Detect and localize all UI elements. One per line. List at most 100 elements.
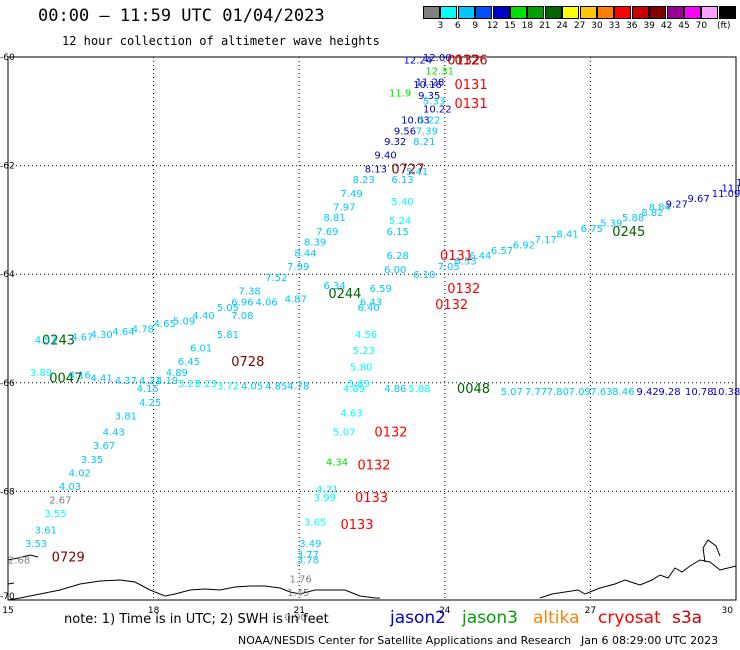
wave-height-value: 7.69 bbox=[316, 227, 338, 238]
wave-height-value: 6.00 bbox=[384, 265, 406, 276]
mission-legend-cryosat: cryosat bbox=[598, 608, 661, 628]
color-scale-swatch bbox=[631, 6, 649, 19]
track-time-labels: 0126013201310131072701310132013202440245… bbox=[42, 54, 645, 566]
wave-height-value: 4.87 bbox=[285, 295, 307, 306]
color-scale-swatch bbox=[701, 6, 719, 19]
track-time-label: 0728 bbox=[231, 355, 264, 370]
lon-tick-label: 27 bbox=[585, 606, 596, 616]
wave-height-value: 4.03 bbox=[59, 482, 81, 493]
wave-height-value: 9.35 bbox=[418, 91, 440, 102]
track-time-label: 0727 bbox=[391, 162, 424, 177]
wave-height-value: 8.84 bbox=[649, 202, 671, 213]
wave-height-value: 4.05 bbox=[241, 382, 263, 393]
wave-height-value: 9.56 bbox=[394, 126, 416, 137]
color-scale-swatch bbox=[527, 6, 545, 19]
wave-height-value: 4.41 bbox=[91, 373, 113, 384]
wave-height-value: 4.30 bbox=[91, 330, 113, 341]
color-scale-swatch bbox=[544, 6, 562, 19]
color-scale-label: 6 bbox=[454, 21, 461, 31]
lat-tick-label: -68 bbox=[0, 487, 15, 497]
track-time-label: 0047 bbox=[49, 371, 82, 386]
track-time-label: 0132 bbox=[447, 282, 480, 297]
wave-height-value: 10.38 bbox=[712, 387, 740, 398]
wave-height-value: 7.77 bbox=[525, 387, 547, 398]
mission-legend-jason3: jason3 bbox=[462, 608, 518, 628]
wave-height-value: 7.17 bbox=[535, 235, 557, 246]
color-scale-swatch bbox=[649, 6, 667, 19]
color-scale-swatch bbox=[440, 6, 458, 19]
antarctic-coastline bbox=[7, 539, 737, 601]
wave-height-value: 4.40 bbox=[192, 311, 214, 322]
wave-height-value: 3.61 bbox=[35, 525, 57, 536]
wave-height-value: 4.21 bbox=[316, 485, 338, 496]
mission-legend-altika: altika bbox=[533, 608, 580, 628]
lat-lon-grid bbox=[8, 57, 736, 600]
mission-legend-jason2: jason2 bbox=[390, 608, 446, 628]
wave-height-value: 11.09 bbox=[712, 189, 740, 200]
wave-height-value: 7.08 bbox=[231, 311, 253, 322]
lon-tick-label: 24 bbox=[439, 606, 451, 616]
wave-height-value: 9.42 bbox=[637, 387, 659, 398]
wave-height-value: 4.86 bbox=[384, 384, 406, 395]
wave-height-value: 6.01 bbox=[190, 344, 212, 355]
color-scale-unit: (ft) bbox=[717, 21, 731, 31]
wave-height-value: 1.45 bbox=[287, 588, 309, 599]
mission-legend-s3a: s3a bbox=[672, 608, 703, 628]
footer-note: note: 1) Time is in UTC; 2) SWH is in fe… bbox=[64, 612, 329, 627]
wave-height-value: 5.88 bbox=[408, 384, 430, 395]
wave-height-value: 6.44 bbox=[469, 251, 491, 262]
wave-height-value: 5.40 bbox=[391, 197, 413, 208]
map-frame bbox=[7, 56, 737, 601]
wave-height-value: 4.43 bbox=[103, 428, 125, 439]
lat-tick-label: -60 bbox=[0, 53, 15, 63]
wave-height-value: 4.06 bbox=[256, 297, 278, 308]
wave-height-value: 4.85 bbox=[265, 382, 287, 393]
color-scale-swatch bbox=[684, 6, 701, 19]
wave-height-value: 8.39 bbox=[304, 238, 326, 249]
wave-height-value: 4.25 bbox=[139, 398, 161, 409]
wave-height-value: 4.02 bbox=[69, 468, 91, 479]
lon-tick-label: 18 bbox=[148, 606, 160, 616]
wave-height-value: 4.78 bbox=[132, 325, 154, 336]
track-time-label: 0729 bbox=[52, 551, 85, 566]
wave-height-value: 7.97 bbox=[333, 202, 355, 213]
wave-height-value: 4.89 bbox=[343, 384, 365, 395]
wave-height-value: 2.68 bbox=[8, 555, 30, 566]
wave-height-value: 11.9 bbox=[389, 88, 411, 99]
track-time-label: 0132 bbox=[374, 426, 407, 441]
wave-height-value: 4.56 bbox=[355, 330, 377, 341]
color-scale-label: 21 bbox=[539, 21, 551, 31]
wave-height-value: 7.38 bbox=[239, 286, 261, 297]
wave-height-value: 5.80 bbox=[350, 363, 372, 374]
wave-height-value: 3.67 bbox=[93, 441, 115, 452]
wave-height-value: 8.82 bbox=[641, 208, 663, 219]
color-scale-label: 30 bbox=[591, 21, 603, 31]
color-scale-swatch bbox=[597, 6, 614, 19]
color-scale-label: 70 bbox=[695, 21, 708, 31]
wave-height-value: 8.21 bbox=[413, 137, 435, 148]
wave-height-value: 5.05 bbox=[217, 303, 239, 314]
wave-height-value: 6.13 bbox=[391, 175, 413, 186]
wave-height-value: 4.67 bbox=[71, 333, 93, 344]
wave-height-value: 8.44 bbox=[294, 248, 316, 259]
color-scale-swatch bbox=[579, 6, 597, 19]
wave-height-value: 4.53 bbox=[35, 335, 57, 346]
color-scale-swatch bbox=[457, 6, 475, 19]
color-scale-label: 15 bbox=[504, 21, 516, 31]
wave-height-value: 6.10 bbox=[413, 270, 435, 281]
track-time-label: 0132 bbox=[447, 54, 480, 69]
wave-height-value: 7.39 bbox=[416, 126, 438, 137]
wave-height-value: 11 bbox=[736, 178, 740, 189]
wave-height-value: 5.07 bbox=[501, 387, 523, 398]
wave-height-value: 7.52 bbox=[265, 273, 287, 284]
wave-height-value: 8.13 bbox=[365, 164, 387, 175]
color-scale-label: 45 bbox=[678, 21, 690, 31]
color-scale-label: 42 bbox=[660, 21, 673, 31]
wave-height-value: 4.78 bbox=[287, 382, 309, 393]
wave-height-value: 2.67 bbox=[49, 496, 71, 507]
wave-height-value: 9.40 bbox=[374, 151, 396, 162]
wave-height-value: 6.53 bbox=[455, 257, 477, 268]
wave-height-value: 5.39 bbox=[600, 219, 622, 230]
